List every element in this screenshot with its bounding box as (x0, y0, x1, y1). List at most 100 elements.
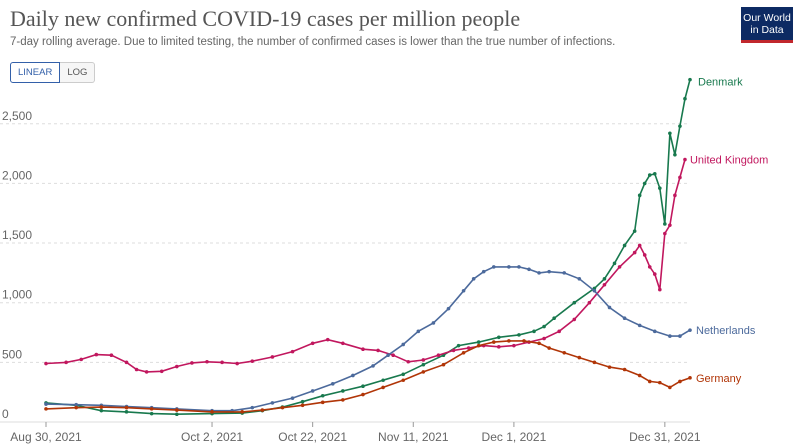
data-point (587, 300, 592, 305)
linear-scale-button[interactable]: LINEAR (10, 62, 61, 83)
data-point (431, 321, 436, 325)
data-point (537, 271, 541, 275)
data-point (542, 336, 546, 341)
data-point (647, 173, 652, 177)
data-point (406, 359, 411, 364)
data-point (361, 384, 365, 389)
data-point (647, 379, 652, 384)
data-point (74, 405, 78, 410)
data-point (542, 324, 546, 329)
owid-logo[interactable]: Our World in Data (741, 7, 793, 43)
data-point (632, 250, 637, 255)
data-point (401, 378, 406, 383)
data-point (421, 362, 426, 367)
data-point (99, 405, 104, 409)
series-denmark[interactable]: Denmark (44, 77, 743, 417)
data-point (441, 362, 446, 367)
data-point (149, 411, 154, 416)
series-netherlands[interactable]: Netherlands (44, 265, 756, 413)
chart-subtitle: 7-day rolling average. Due to limited te… (10, 36, 616, 48)
data-point (320, 393, 325, 398)
data-point (577, 355, 582, 360)
data-point (476, 343, 481, 348)
data-point (678, 175, 682, 180)
series-group: Denmark United Kingdom Netherlands Germany (44, 77, 768, 417)
data-point (44, 402, 48, 406)
data-point (652, 172, 657, 176)
data-point (401, 342, 406, 347)
data-point (250, 405, 255, 410)
data-point (491, 265, 496, 269)
data-point (668, 334, 672, 338)
data-point (622, 367, 627, 372)
data-point (351, 373, 355, 378)
data-point (401, 372, 406, 377)
data-point (205, 359, 209, 364)
data-point (300, 403, 305, 408)
y-tick-label: 1,500 (2, 228, 32, 242)
x-tick-label: Oct 2, 2021 (181, 430, 243, 444)
data-point (341, 398, 345, 402)
data-point (149, 407, 154, 411)
data-point (668, 385, 672, 390)
data-point (522, 339, 526, 343)
data-point (547, 346, 551, 350)
data-point (461, 288, 466, 293)
data-point (612, 261, 617, 266)
data-point (663, 222, 667, 226)
data-point (94, 352, 99, 357)
series-germany[interactable]: Germany (44, 339, 742, 414)
data-point (44, 361, 48, 366)
data-point (391, 353, 395, 357)
data-point (572, 317, 577, 322)
x-tick-label: Dec 1, 2021 (482, 430, 547, 444)
data-point (607, 365, 612, 369)
data-point (678, 379, 682, 384)
data-point (290, 349, 295, 354)
data-point (683, 157, 687, 162)
data-point (446, 306, 451, 311)
data-point (607, 305, 612, 310)
data-point (451, 348, 456, 353)
data-point (134, 367, 139, 372)
data-point (557, 329, 561, 334)
data-point (99, 408, 104, 413)
data-point (512, 343, 516, 348)
data-point (507, 265, 511, 269)
log-scale-button[interactable]: LOG (60, 62, 96, 83)
data-point (673, 152, 677, 157)
data-point (592, 360, 597, 365)
data-point (270, 401, 275, 405)
data-point (637, 193, 642, 198)
data-point (341, 389, 345, 393)
data-point (386, 353, 390, 357)
data-point (668, 223, 672, 227)
data-point (330, 382, 335, 386)
data-point (466, 346, 471, 350)
data-point (175, 408, 179, 412)
data-point (491, 340, 496, 344)
data-point (497, 345, 501, 349)
data-point (325, 337, 330, 342)
series-united-kingdom[interactable]: United Kingdom (44, 155, 768, 374)
data-point (552, 316, 556, 321)
data-point (361, 347, 365, 352)
data-point (456, 343, 461, 348)
x-tick-label: Aug 30, 2021 (10, 430, 82, 444)
data-point (416, 329, 421, 334)
data-point (250, 359, 255, 363)
data-point (497, 335, 501, 340)
series-line (45, 159, 686, 373)
data-point (310, 389, 315, 393)
series-line (45, 340, 691, 413)
data-point (270, 355, 275, 359)
y-tick-label: 2,000 (2, 168, 32, 182)
chart-title: Daily new confirmed COVID-19 cases per m… (10, 6, 521, 31)
data-point (260, 408, 265, 412)
data-point (642, 181, 647, 186)
data-point (290, 396, 295, 400)
data-point (507, 339, 511, 343)
data-point (637, 243, 642, 248)
y-tick-label: 1,000 (2, 288, 32, 302)
x-axis-ticks: Aug 30, 2021 Oct 2, 2021 Oct 22, 2021 Nov 1… (10, 422, 701, 444)
